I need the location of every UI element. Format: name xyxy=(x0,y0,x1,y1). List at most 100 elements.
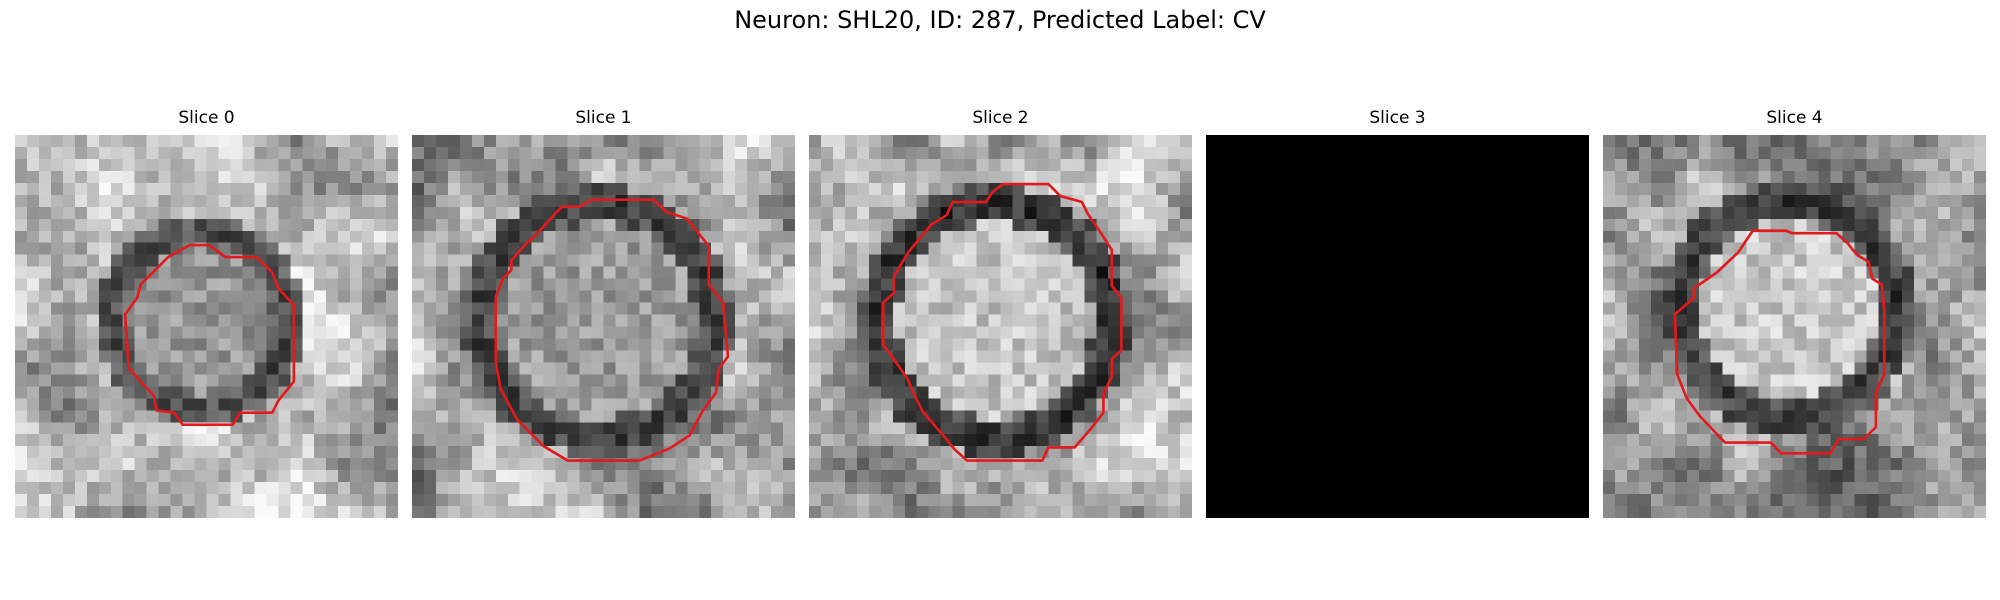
image-pixel xyxy=(892,194,905,208)
image-pixel xyxy=(1144,218,1157,231)
image-pixel xyxy=(1770,434,1783,447)
image-pixel xyxy=(651,398,664,411)
image-pixel xyxy=(1698,314,1711,327)
image-pixel xyxy=(1662,314,1676,327)
image-pixel xyxy=(170,470,183,483)
image-pixel xyxy=(218,470,231,483)
image-pixel xyxy=(699,158,712,172)
image-pixel xyxy=(98,398,111,411)
image-pixel xyxy=(1890,206,1903,220)
image-pixel xyxy=(1734,230,1747,243)
image-pixel xyxy=(242,278,255,291)
image-pixel xyxy=(880,170,894,184)
image-pixel xyxy=(471,446,485,459)
image-pixel xyxy=(1626,494,1640,507)
image-pixel xyxy=(1830,362,1843,375)
image-pixel xyxy=(110,135,123,148)
image-pixel xyxy=(567,242,580,255)
image-pixel xyxy=(964,206,977,220)
image-pixel xyxy=(206,506,219,518)
image-pixel xyxy=(74,290,88,303)
image-pixel xyxy=(350,494,363,507)
image-pixel xyxy=(591,398,604,411)
image-pixel xyxy=(326,290,339,303)
image-pixel xyxy=(374,242,387,255)
image-pixel xyxy=(856,470,870,483)
image-pixel xyxy=(182,470,195,483)
image-pixel xyxy=(1180,278,1192,291)
image-pixel xyxy=(543,374,556,387)
image-pixel xyxy=(1144,290,1157,303)
image-pixel xyxy=(206,158,219,172)
image-pixel xyxy=(1890,314,1903,327)
image-pixel xyxy=(74,326,88,339)
image-pixel xyxy=(651,230,664,243)
image-pixel xyxy=(338,206,351,220)
image-pixel xyxy=(1012,194,1025,208)
image-pixel xyxy=(783,182,795,196)
image-pixel xyxy=(495,230,508,243)
image-pixel xyxy=(809,506,822,518)
image-pixel xyxy=(26,494,40,507)
image-pixel xyxy=(1746,206,1759,220)
image-pixel xyxy=(567,338,580,351)
image-pixel xyxy=(26,446,40,459)
image-pixel xyxy=(687,170,700,184)
image-pixel xyxy=(374,290,387,303)
image-pixel xyxy=(856,206,870,220)
image-pixel xyxy=(1132,206,1145,220)
image-pixel xyxy=(1902,446,1915,459)
image-pixel xyxy=(1072,446,1085,459)
image-pixel xyxy=(459,386,473,399)
image-pixel xyxy=(711,302,724,315)
image-pixel xyxy=(880,254,894,267)
image-pixel xyxy=(1782,326,1795,339)
image-pixel xyxy=(38,374,52,387)
image-pixel xyxy=(519,146,532,160)
image-pixel xyxy=(699,494,712,507)
image-pixel xyxy=(809,374,822,387)
image-pixel xyxy=(1854,386,1867,399)
image-pixel xyxy=(412,362,425,375)
image-pixel xyxy=(158,458,171,471)
image-pixel xyxy=(170,506,183,518)
image-pixel xyxy=(856,242,870,255)
image-pixel xyxy=(1626,410,1640,423)
image-pixel xyxy=(1806,470,1819,483)
image-pixel xyxy=(615,135,628,148)
image-pixel xyxy=(447,290,461,303)
image-pixel xyxy=(976,434,989,447)
image-pixel xyxy=(206,146,219,160)
image-pixel xyxy=(952,350,965,363)
image-pixel xyxy=(820,446,834,459)
image-pixel xyxy=(1603,170,1616,184)
image-pixel xyxy=(1794,458,1807,471)
image-pixel xyxy=(1770,386,1783,399)
image-pixel xyxy=(820,266,834,279)
image-pixel xyxy=(1770,506,1783,518)
image-pixel xyxy=(844,302,858,315)
image-pixel xyxy=(1818,314,1831,327)
image-pixel xyxy=(302,230,315,243)
image-pixel xyxy=(1842,326,1855,339)
image-pixel xyxy=(531,158,544,172)
image-pixel xyxy=(856,422,870,435)
image-pixel xyxy=(1926,218,1939,231)
image-pixel xyxy=(759,242,772,255)
image-pixel xyxy=(1926,194,1939,208)
image-pixel xyxy=(711,158,724,172)
image-pixel xyxy=(1746,326,1759,339)
image-pixel xyxy=(507,374,520,387)
image-pixel xyxy=(567,326,580,339)
image-pixel xyxy=(711,182,724,196)
image-pixel xyxy=(1084,290,1097,303)
image-pixel xyxy=(495,290,508,303)
image-pixel xyxy=(62,482,76,495)
image-pixel xyxy=(820,182,834,196)
image-pixel xyxy=(326,146,339,160)
image-pixel xyxy=(412,506,425,518)
image-pixel xyxy=(603,266,616,279)
image-pixel xyxy=(1866,194,1879,208)
image-pixel xyxy=(134,446,147,459)
image-pixel xyxy=(326,434,339,447)
